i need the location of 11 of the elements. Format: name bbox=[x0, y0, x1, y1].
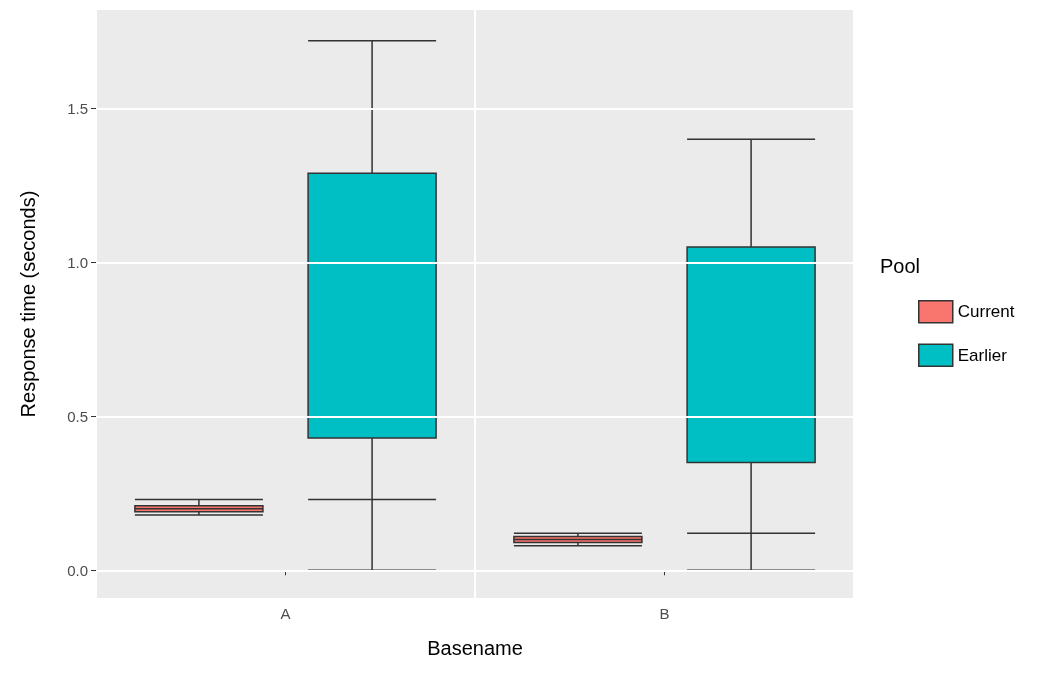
x-tick-label: A bbox=[280, 605, 291, 622]
legend-label: Current bbox=[957, 302, 1015, 322]
y-axis-title: Response time (seconds) bbox=[17, 190, 39, 418]
x-tick-label: B bbox=[659, 605, 670, 622]
legend-title: Pool bbox=[879, 255, 920, 277]
y-tick-label: 0.0 bbox=[67, 561, 88, 579]
y-tick-label: 1.5 bbox=[67, 100, 88, 118]
y-tick-label: 1.0 bbox=[67, 253, 88, 271]
legend-label: Earlier bbox=[957, 345, 1008, 365]
y-tick-label: 0.5 bbox=[67, 407, 88, 425]
x-axis-title: Basename bbox=[427, 637, 523, 659]
